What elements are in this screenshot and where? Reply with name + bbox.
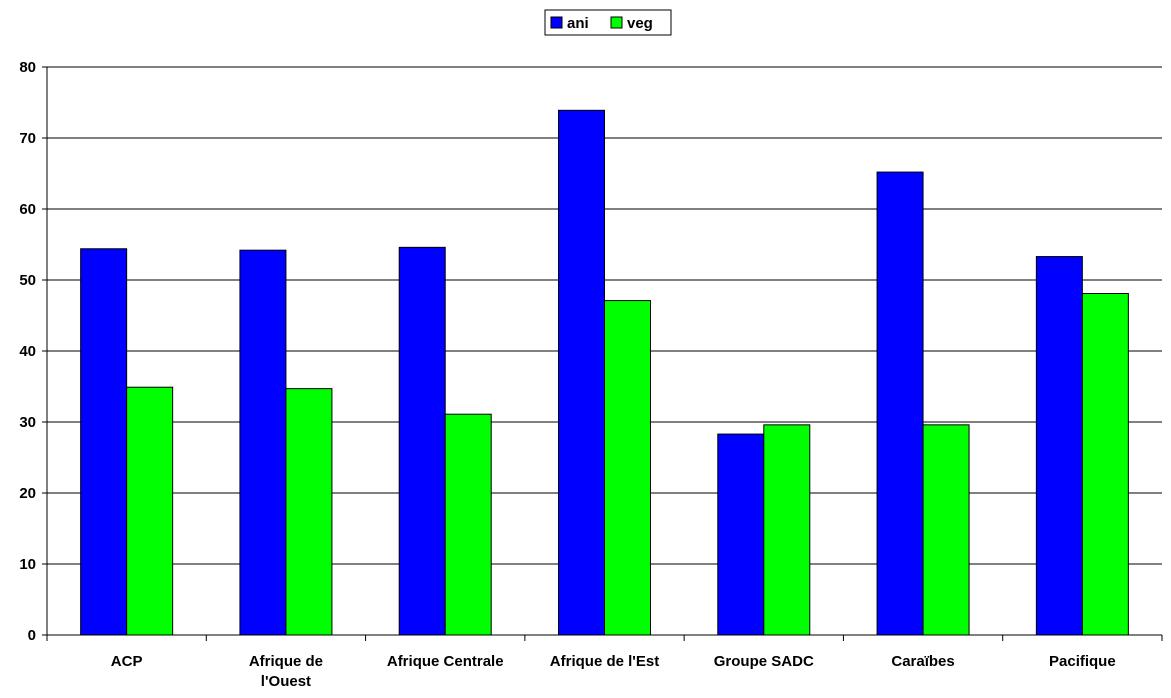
x-tick-label: Afrique de l'Est [550,653,659,670]
x-tick-label-line: Groupe SADC [714,653,814,670]
x-tick-label: Caraïbes [891,653,954,670]
y-tick-label: 50 [19,272,36,289]
legend-label-veg: veg [627,15,653,32]
y-tick-label: 30 [19,414,36,431]
y-tick-label: 70 [19,130,36,147]
bar-veg [285,388,333,636]
x-tick-label: ACP [111,653,143,670]
bar-veg [1081,292,1129,636]
x-tick-label-line: Pacifique [1049,653,1116,670]
bar-ani [717,433,765,636]
bar-ani [80,248,128,636]
bar-ani [398,246,446,636]
y-tick-label: 0 [28,627,36,644]
x-tick-label: Pacifique [1049,653,1116,670]
y-tick-label: 40 [19,343,36,360]
x-tick-label-line: Caraïbes [891,653,954,670]
legend-swatch-veg [610,16,623,29]
bar-veg [604,300,651,636]
y-tick-label: 80 [19,59,36,76]
x-tick-label-line: ACP [111,653,143,670]
x-tick-label-line: l'Ouest [261,673,311,690]
x-tick-label: Afrique de l'Ouest [249,653,323,690]
bar-veg [922,424,970,636]
y-tick-label: 10 [19,556,36,573]
x-tick-label: Groupe SADC [714,653,814,670]
legend-swatch-ani [550,16,563,29]
bar-ani [239,249,287,636]
bar-ani [558,109,605,636]
y-tick-label: 20 [19,485,36,502]
legend: ani veg [544,9,672,36]
x-tick-label-line: Afrique Centrale [387,653,504,670]
x-tick-label: Afrique Centrale [387,653,504,670]
x-tick-label-line: Afrique de l'Est [550,653,659,670]
bar-ani [1035,256,1083,636]
legend-label-ani: ani [567,15,589,32]
x-tick-label-line: Afrique de [249,653,323,670]
y-tick-label: 60 [19,201,36,218]
legend-box [544,9,672,36]
bar-veg [126,386,174,636]
bar-veg [763,424,811,636]
bar-ani [876,171,924,636]
bars [80,109,1129,636]
bar-veg [444,413,492,636]
